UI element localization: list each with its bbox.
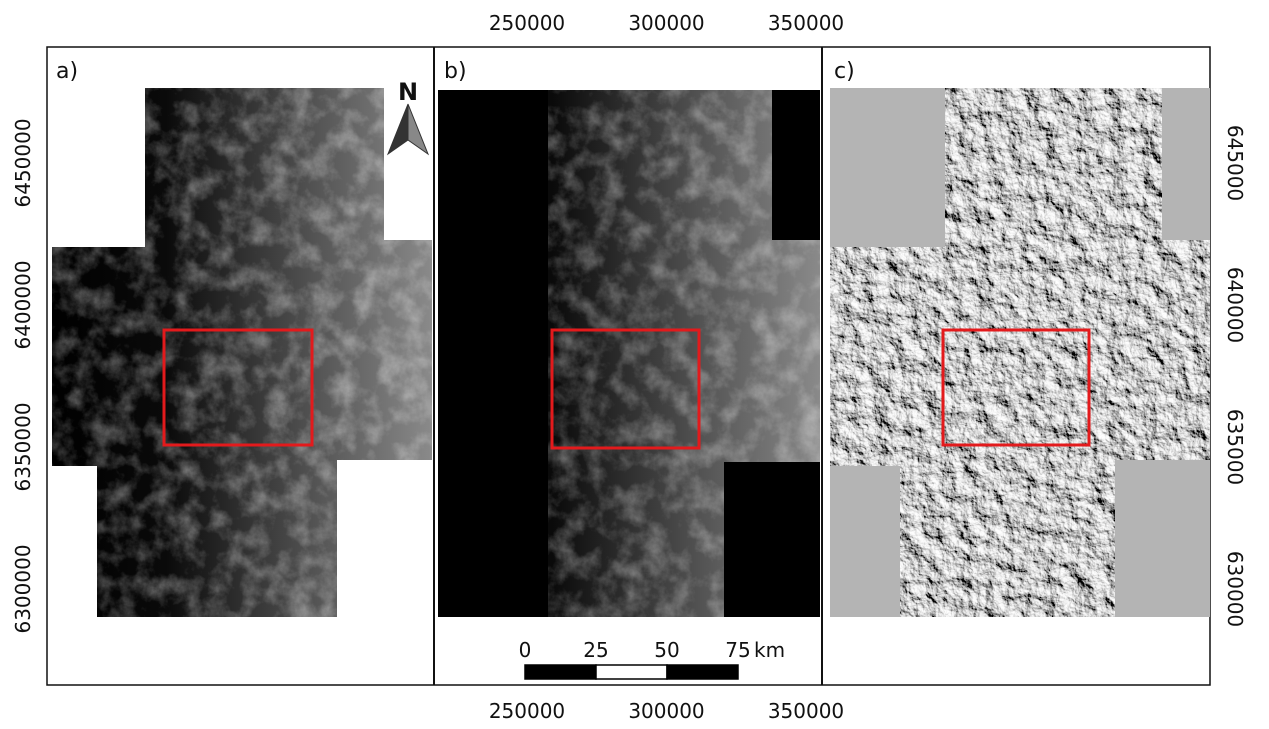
study-area	[550, 328, 701, 450]
panel-label: c)	[834, 59, 855, 84]
y-tick-label: 6300000	[11, 544, 35, 633]
hillshade-c	[830, 88, 1210, 617]
y-tick-label: 640000	[1223, 267, 1247, 343]
y-tick-label: 630000	[1223, 551, 1247, 627]
dem-a	[52, 88, 432, 617]
scale-segment	[524, 664, 597, 680]
scale-unit: km	[754, 638, 785, 662]
scale-segment	[666, 664, 739, 680]
dem-b	[438, 90, 820, 617]
x-tick-label: 350000	[768, 699, 844, 723]
y-tick-label: 6350000	[11, 402, 35, 491]
north-arrow: N	[386, 78, 430, 156]
y-tick-label: 6400000	[11, 260, 35, 349]
x-tick-label: 300000	[628, 699, 704, 723]
study-area	[941, 328, 1091, 447]
y-tick-label: 635000	[1223, 409, 1247, 485]
scale-label: 50	[654, 638, 679, 662]
study-area	[162, 328, 314, 447]
x-tick-label: 250000	[489, 699, 565, 723]
x-tick-label: 350000	[768, 11, 844, 35]
x-tick-label: 300000	[628, 11, 704, 35]
panel-label: b)	[444, 59, 467, 84]
y-tick-label: 6450000	[11, 118, 35, 207]
x-tick-label: 250000	[489, 11, 565, 35]
north-label: N	[398, 78, 418, 106]
scale-label: 25	[583, 638, 608, 662]
y-tick-label: 645000	[1223, 125, 1247, 201]
scale-segment	[595, 664, 668, 680]
scale-label: 75	[725, 638, 750, 662]
scale-label: 0	[519, 638, 532, 662]
panel-label: a)	[56, 59, 78, 84]
